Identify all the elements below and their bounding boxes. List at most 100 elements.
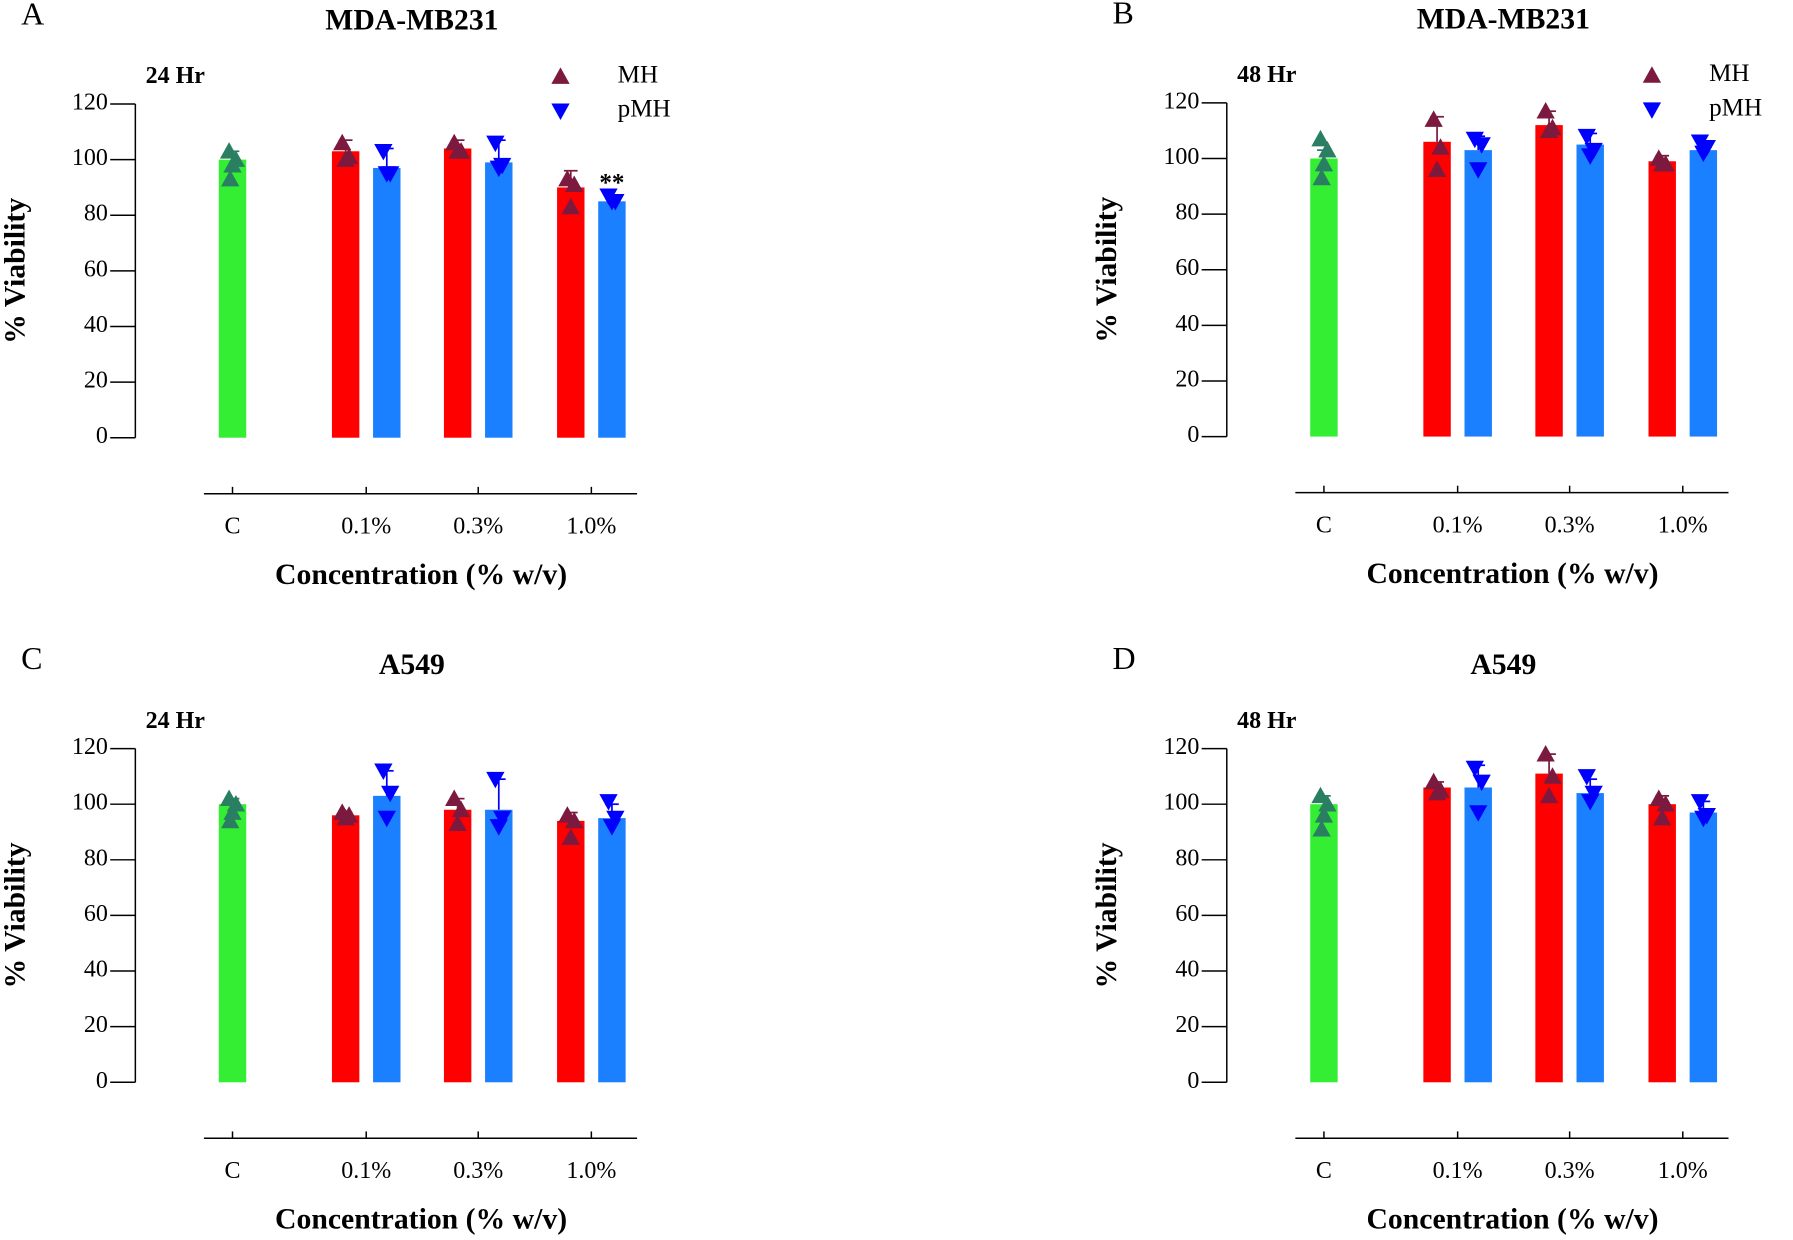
data-point: [1469, 805, 1488, 822]
bar: [598, 201, 626, 438]
data-point: [1424, 110, 1443, 127]
data-point: [1318, 140, 1337, 158]
data-point: [1472, 137, 1491, 154]
data-point: [1653, 154, 1672, 172]
y-tick-label: 0: [96, 1068, 108, 1094]
bar: [557, 820, 585, 1083]
x-tick-label: 1.0%: [566, 513, 616, 539]
data-point: [1312, 820, 1331, 837]
bar: [1310, 804, 1338, 1083]
data-point: [1536, 102, 1555, 119]
data-point: [374, 763, 393, 780]
bar: [331, 151, 360, 438]
data-point: [1584, 785, 1603, 803]
bar: [373, 795, 401, 1083]
y-tick-label: 120: [72, 734, 108, 760]
y-tick-label: 100: [72, 790, 108, 816]
y-tick-label: 40: [84, 312, 108, 338]
chart-title: A549: [379, 649, 445, 681]
legend-label: pMH: [618, 96, 671, 123]
data-point: [1314, 806, 1334, 823]
data-point: [489, 819, 508, 836]
subtitle: 48 Hr: [1237, 708, 1297, 734]
data-point: [1427, 783, 1447, 801]
x-tick-label: C: [224, 1158, 240, 1184]
data-point: [223, 803, 242, 820]
data-point: [1424, 772, 1443, 790]
data-point: [1539, 121, 1559, 138]
legend-marker: [551, 103, 570, 120]
chart-title: MDA-MB231: [325, 5, 498, 37]
y-axis-label: % Viability: [0, 842, 31, 988]
bar: [1689, 150, 1718, 437]
data-point: [451, 800, 471, 818]
data-point: [219, 142, 239, 159]
chart-title: A549: [1470, 649, 1536, 681]
data-point: [448, 814, 467, 831]
data-point: [1431, 138, 1450, 155]
data-point: [599, 794, 618, 811]
y-axis-label: % Viability: [1091, 842, 1123, 988]
bar: [598, 818, 626, 1083]
bar: [1423, 141, 1451, 437]
data-point: [377, 166, 396, 183]
y-tick-label: 100: [1163, 790, 1199, 816]
data-point: [1543, 767, 1562, 784]
panel: C A549 24 Hr % Viability Concentration (% w/…: [0, 640, 638, 1236]
panel: B MDA-MB231 48 Hr % Viability Concentration …: [1091, 0, 1762, 590]
data-point: [1656, 795, 1675, 812]
data-point: [445, 789, 464, 806]
legend-label: MH: [618, 61, 659, 88]
subtitle: 24 Hr: [146, 708, 206, 734]
x-tick-label: 1.0%: [1658, 1158, 1708, 1184]
legend-marker: [551, 67, 570, 84]
y-axis-label: % Viability: [0, 198, 31, 344]
panel: D A549 48 Hr % Viability Concentration (% w/…: [1091, 640, 1729, 1236]
data-point: [448, 142, 467, 159]
data-point: [1312, 168, 1331, 186]
bar: [1576, 144, 1604, 437]
bar: [1689, 812, 1718, 1083]
x-axis-label: Concentration (% w/v): [1366, 1204, 1658, 1236]
data-point: [1581, 148, 1600, 165]
subtitle: 24 Hr: [146, 63, 206, 89]
y-tick-label: 120: [72, 90, 108, 116]
y-tick-label: 40: [84, 957, 108, 983]
data-point: [1318, 795, 1337, 812]
data-point: [377, 810, 396, 828]
bar: [218, 159, 247, 438]
data-point: [1690, 794, 1710, 811]
y-tick-label: 60: [84, 901, 108, 927]
legend-marker: [1642, 102, 1662, 119]
x-tick-label: 1.0%: [1658, 512, 1708, 538]
y-tick-label: 80: [84, 201, 108, 227]
data-point: [1581, 794, 1600, 811]
bar: [1464, 787, 1492, 1083]
y-tick-label: 60: [1175, 901, 1199, 927]
data-point: [1311, 129, 1330, 147]
data-point: [1694, 810, 1713, 828]
bar: [1648, 804, 1676, 1083]
data-point: [1536, 744, 1555, 762]
data-point: [493, 810, 512, 828]
bar: [1535, 773, 1563, 1083]
bar: [331, 815, 360, 1083]
data-point: [223, 156, 242, 173]
x-tick-label: C: [224, 513, 240, 539]
bar: [443, 809, 472, 1083]
y-tick-label: 20: [1175, 366, 1199, 392]
data-point: [606, 810, 625, 828]
panel-letter: B: [1113, 0, 1134, 30]
x-tick-label: 1.0%: [566, 1158, 616, 1184]
x-tick-label: 0.1%: [341, 1158, 391, 1184]
data-point: [381, 785, 400, 803]
y-tick-label: 20: [84, 1012, 108, 1038]
x-tick-label: 0.3%: [1545, 1158, 1595, 1184]
data-point: [602, 819, 622, 836]
legend-label: pMH: [1709, 94, 1762, 121]
bar: [485, 809, 513, 1083]
x-tick-label: 0.1%: [1433, 512, 1483, 538]
data-point: [1577, 769, 1596, 786]
data-point: [602, 194, 622, 211]
